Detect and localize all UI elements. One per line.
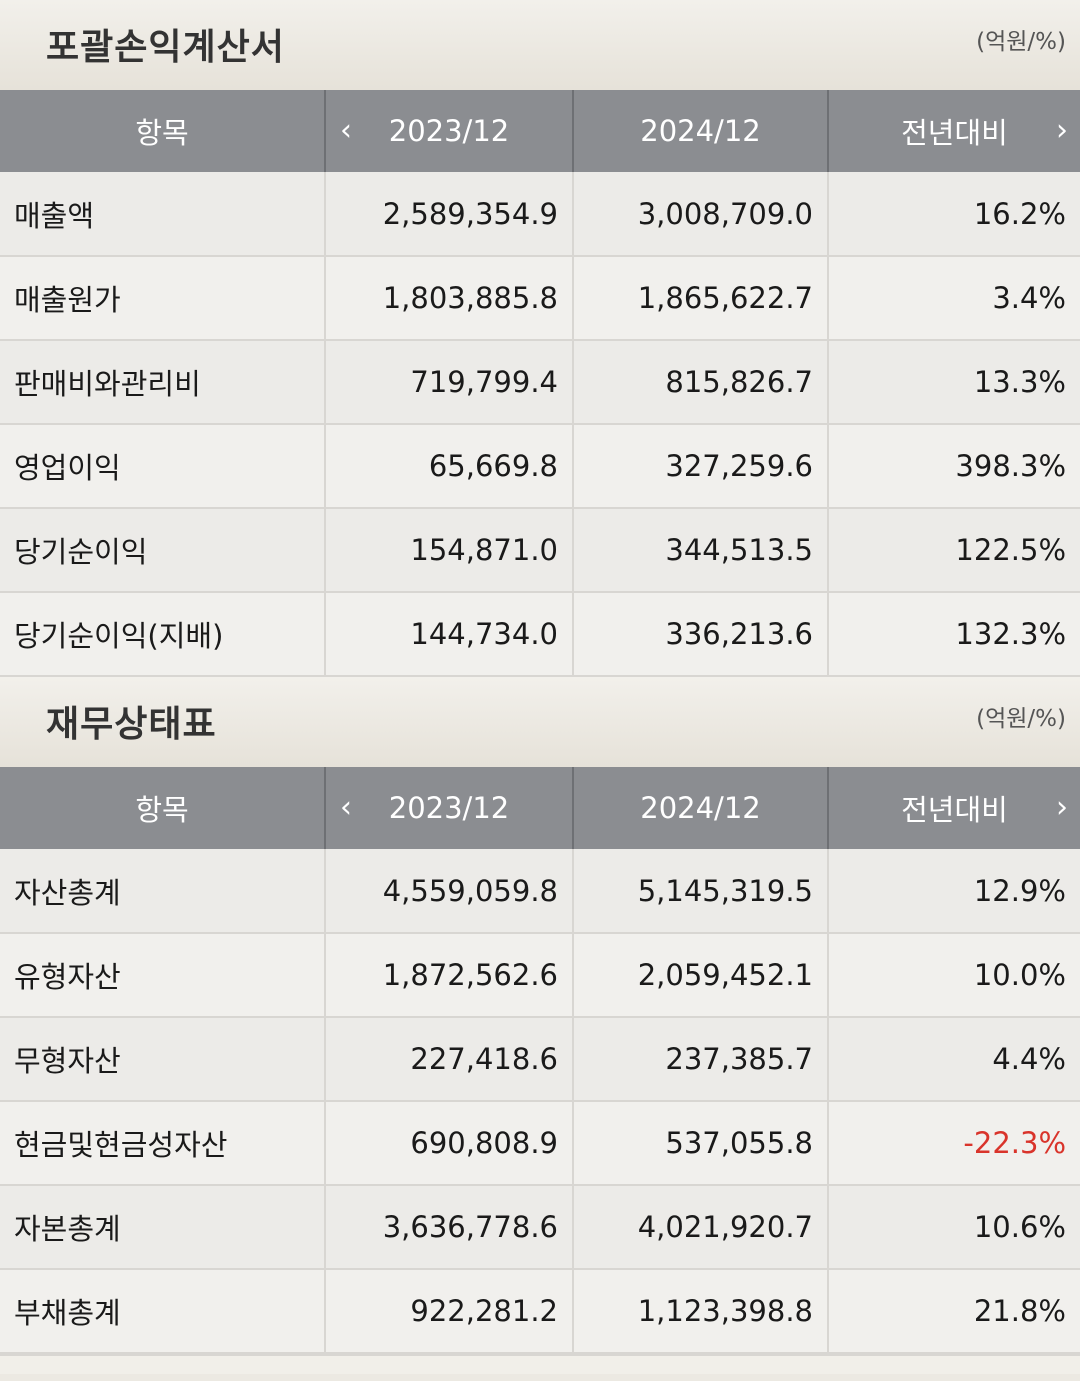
column-header-2023: ‹ 2023/12 (324, 767, 574, 849)
row-label: 매출원가 (0, 256, 325, 341)
value-2023: 227,418.6 (324, 1017, 573, 1102)
value-2024: 537,055.8 (572, 1101, 828, 1186)
value-2024: 5,145,319.5 (572, 849, 828, 934)
unit-label-balance: (억원/%) (976, 706, 1066, 732)
row-label: 당기순이익(지배) (0, 592, 325, 677)
column-header-2024: 2024/12 (572, 767, 829, 849)
bottom-spacer (0, 1354, 1080, 1374)
chevron-right-icon[interactable]: › (1056, 790, 1068, 825)
column-header-item: 항목 (0, 767, 326, 849)
value-yoy: 21.8% (827, 1269, 1080, 1354)
chevron-left-icon[interactable]: ‹ (340, 790, 352, 825)
value-2023: 3,636,778.6 (324, 1185, 573, 1270)
row-label: 유형자산 (0, 933, 325, 1018)
value-yoy: 10.0% (827, 933, 1080, 1018)
column-header-yoy: 전년대비 › (827, 767, 1080, 849)
value-yoy: 10.6% (827, 1185, 1080, 1270)
chevron-right-icon[interactable]: › (1056, 113, 1068, 148)
column-header-yoy: 전년대비 › (827, 90, 1080, 172)
row-label: 부채총계 (0, 1269, 325, 1354)
table-row: 영업이익 65,669.8 327,259.6 398.3% (0, 424, 1080, 509)
value-2024: 344,513.5 (572, 508, 828, 593)
row-label: 판매비와관리비 (0, 340, 325, 425)
income-statement-table: 항목 ‹ 2023/12 2024/12 전년대비 › 매출액 2,589,354… (0, 90, 1080, 677)
value-yoy: 3.4% (827, 256, 1080, 341)
table-row: 무형자산 227,418.6 237,385.7 4.4% (0, 1017, 1080, 1102)
row-label: 영업이익 (0, 424, 325, 509)
value-2023: 65,669.8 (324, 424, 573, 509)
table-row: 현금및현금성자산 690,808.9 537,055.8 -22.3% (0, 1101, 1080, 1186)
value-2023: 1,803,885.8 (324, 256, 573, 341)
value-2023: 719,799.4 (324, 340, 573, 425)
value-2023: 4,559,059.8 (324, 849, 573, 934)
value-2024: 1,865,622.7 (572, 256, 828, 341)
balance-sheet-table: 항목 ‹ 2023/12 2024/12 전년대비 › 자산총계 4,559,05… (0, 767, 1080, 1354)
value-yoy: 132.3% (827, 592, 1080, 677)
table-header-row: 항목 ‹ 2023/12 2024/12 전년대비 › (0, 90, 1080, 172)
value-2024: 327,259.6 (572, 424, 828, 509)
value-2024: 237,385.7 (572, 1017, 828, 1102)
value-2024: 4,021,920.7 (572, 1185, 828, 1270)
balance-sheet-header: 재무상태표 (억원/%) (0, 677, 1080, 767)
row-label: 매출액 (0, 172, 325, 257)
value-yoy: -22.3% (827, 1101, 1080, 1186)
row-label: 자본총계 (0, 1185, 325, 1270)
table-row: 자본총계 3,636,778.6 4,021,920.7 10.6% (0, 1185, 1080, 1270)
value-2023: 690,808.9 (324, 1101, 573, 1186)
value-yoy: 4.4% (827, 1017, 1080, 1102)
table-row: 자산총계 4,559,059.8 5,145,319.5 12.9% (0, 849, 1080, 934)
row-label: 당기순이익 (0, 508, 325, 593)
section-title-income: 포괄손익계산서 (46, 27, 285, 68)
section-title-balance: 재무상태표 (46, 704, 217, 745)
value-2023: 1,872,562.6 (324, 933, 573, 1018)
value-2024: 1,123,398.8 (572, 1269, 828, 1354)
table-row: 당기순이익(지배) 144,734.0 336,213.6 132.3% (0, 592, 1080, 677)
value-yoy: 398.3% (827, 424, 1080, 509)
income-statement-header: 포괄손익계산서 (억원/%) (0, 0, 1080, 90)
value-2024: 815,826.7 (572, 340, 828, 425)
table-header-row: 항목 ‹ 2023/12 2024/12 전년대비 › (0, 767, 1080, 849)
table-row: 부채총계 922,281.2 1,123,398.8 21.8% (0, 1269, 1080, 1354)
value-2024: 336,213.6 (572, 592, 828, 677)
row-label: 현금및현금성자산 (0, 1101, 325, 1186)
value-yoy: 122.5% (827, 508, 1080, 593)
table-row: 판매비와관리비 719,799.4 815,826.7 13.3% (0, 340, 1080, 425)
value-yoy: 13.3% (827, 340, 1080, 425)
value-2023: 144,734.0 (324, 592, 573, 677)
table-row: 유형자산 1,872,562.6 2,059,452.1 10.0% (0, 933, 1080, 1018)
column-header-2024: 2024/12 (572, 90, 829, 172)
column-header-item: 항목 (0, 90, 326, 172)
value-2023: 154,871.0 (324, 508, 573, 593)
unit-label-income: (억원/%) (976, 29, 1066, 55)
value-2023: 2,589,354.9 (324, 172, 573, 257)
value-yoy: 12.9% (827, 849, 1080, 934)
row-label: 자산총계 (0, 849, 325, 934)
value-2023: 922,281.2 (324, 1269, 573, 1354)
column-header-2023: ‹ 2023/12 (324, 90, 574, 172)
table-row: 매출원가 1,803,885.8 1,865,622.7 3.4% (0, 256, 1080, 341)
chevron-left-icon[interactable]: ‹ (340, 113, 352, 148)
row-label: 무형자산 (0, 1017, 325, 1102)
value-2024: 3,008,709.0 (572, 172, 828, 257)
value-yoy: 16.2% (827, 172, 1080, 257)
value-2024: 2,059,452.1 (572, 933, 828, 1018)
table-row: 당기순이익 154,871.0 344,513.5 122.5% (0, 508, 1080, 593)
table-row: 매출액 2,589,354.9 3,008,709.0 16.2% (0, 172, 1080, 257)
